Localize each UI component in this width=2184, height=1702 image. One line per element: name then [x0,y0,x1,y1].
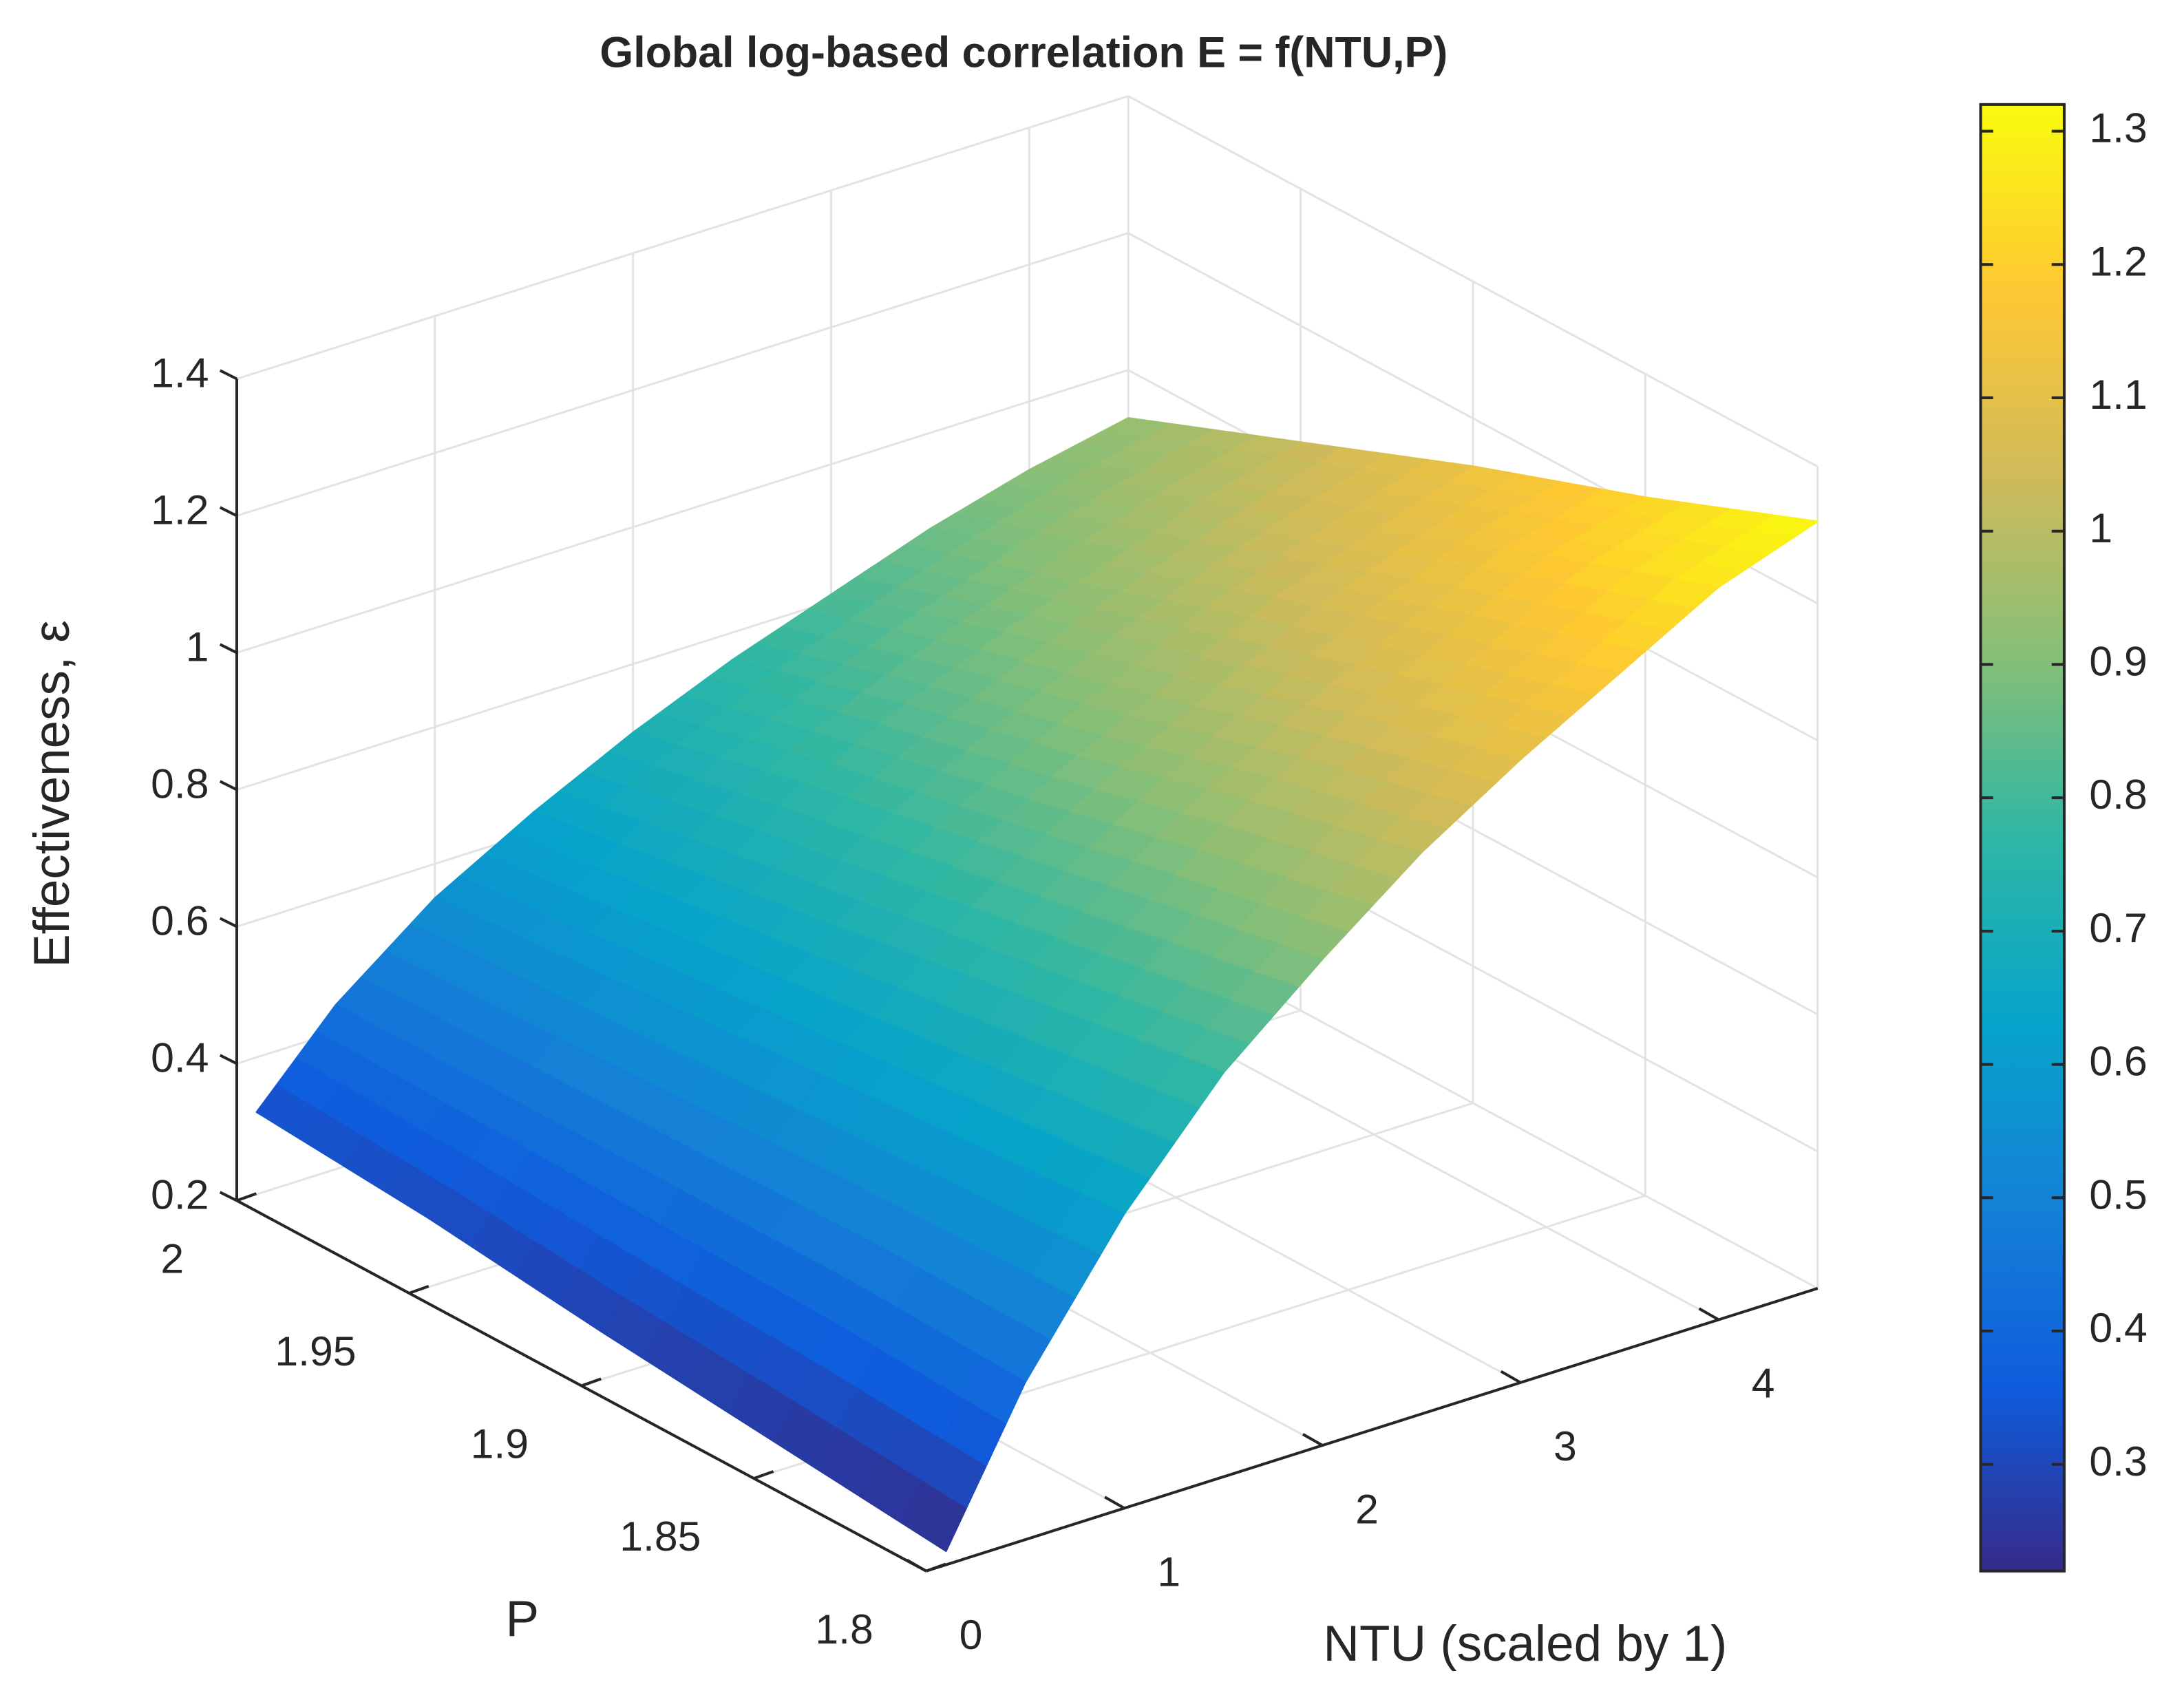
surface-patch [902,1481,967,1552]
y-tick-label: 1.85 [619,1513,701,1560]
colorbar-tick-label: 1.2 [2089,237,2147,284]
grid-line [236,95,1129,380]
z-tick-label: 1.2 [151,486,209,533]
y-tick-label: 2 [160,1235,184,1281]
y-tick [581,1377,602,1387]
x-axis-title: NTU (scaled by 1) [1323,1616,1727,1672]
x-tick [906,1558,927,1573]
colorbar-tick-label: 0.9 [2089,637,2147,684]
colorbar-fill [1979,103,2066,1573]
z-tick-label: 0.2 [151,1171,209,1217]
z-tick-label: 0.6 [151,897,209,944]
z-tick [219,1191,237,1202]
y-axis-title: P [506,1591,540,1647]
y-tick [408,1284,430,1295]
colorbar: 0.3 0.4 0.5 0.6 0.7 0.8 0.9 1 1.1 1.2 1.3 [1979,103,2148,1573]
z-tick [219,643,237,655]
z-tick-label: 0.8 [151,760,209,807]
colorbar-tick-label: 0.5 [2089,1171,2147,1217]
z-tick [219,1054,237,1065]
y-tick-label: 1.95 [275,1328,356,1374]
grid-line [236,369,1129,654]
colorbar-tick-label: 0.6 [2089,1038,2147,1085]
x-tick-label: 2 [1355,1485,1379,1532]
z-tick [219,506,237,518]
z-tick [219,369,237,381]
colorbar-tick-label: 0.8 [2089,771,2147,818]
x-axis-line [926,1286,1819,1573]
chart-title: Global log-based correlation E = f(NTU,P… [600,29,1448,77]
y-tick-label: 1.8 [815,1606,873,1652]
colorbar-tick-label: 0.7 [2089,904,2147,951]
z-axis-title: Effectiveness, ε [24,620,80,968]
z-tick-label: 0.4 [151,1034,209,1081]
x-tick-label: 3 [1554,1423,1577,1469]
z-tick-label: 1.4 [151,349,209,396]
surface-layer [255,417,1819,1552]
grid-line [236,232,1129,517]
y-tick-label: 1.9 [471,1421,529,1467]
x-tick-label: 4 [1752,1360,1775,1407]
colorbar-tick-label: 1.3 [2089,105,2147,151]
x-tick [1104,1496,1125,1510]
x-tick [1500,1370,1522,1384]
z-tick-label: 1 [186,623,209,670]
colorbar-tick-label: 1 [2089,504,2112,551]
colorbar-tick-label: 0.3 [2089,1438,2147,1485]
z-tick [219,917,237,928]
y-tick [753,1470,774,1480]
x-tick-label: 1 [1157,1549,1180,1595]
y-tick [926,1562,946,1573]
axes-layer: 0.2 0.4 0.6 0.8 1 1.2 1.4 0 1 2 3 4 1.8 1.85 1.9 1.95 2 [151,349,1819,1658]
y-tick [236,1192,257,1202]
x-tick-label: 0 [960,1611,983,1658]
z-tick [219,780,237,791]
x-tick [1302,1433,1324,1447]
colorbar-tick-label: 0.4 [2089,1304,2147,1351]
x-tick [1698,1307,1719,1321]
colorbar-tick-label: 1.1 [2089,371,2147,418]
